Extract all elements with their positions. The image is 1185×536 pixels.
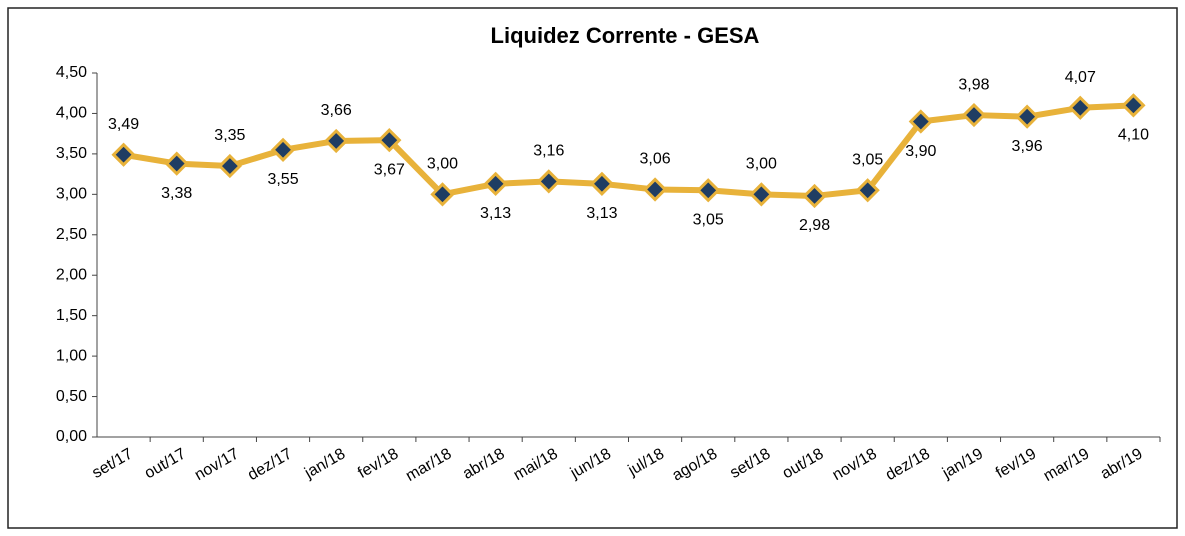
marker (324, 128, 349, 154)
marker (908, 109, 933, 134)
marker (164, 151, 189, 176)
data-label: 3,16 (533, 143, 564, 160)
data-label: 3,05 (852, 152, 883, 169)
data-label: 3,35 (214, 127, 245, 144)
y-tick-label: 1,50 (56, 307, 87, 324)
data-label: 3,13 (480, 205, 511, 222)
y-tick-label: 4,00 (56, 105, 87, 122)
data-label: 3,98 (958, 76, 989, 93)
data-label: 3,05 (693, 212, 724, 229)
data-label: 4,07 (1065, 69, 1096, 86)
marker (536, 169, 561, 194)
marker (1068, 95, 1093, 120)
marker (855, 178, 880, 203)
y-tick-label: 0,00 (56, 428, 87, 445)
marker (961, 102, 987, 128)
data-label: 3,06 (640, 151, 671, 168)
data-label: 3,96 (1012, 138, 1043, 155)
marker (217, 153, 242, 179)
data-label: 3,66 (321, 102, 352, 119)
data-label: 3,67 (374, 161, 405, 178)
data-label: 3,00 (427, 156, 458, 173)
y-tick-label: 3,50 (56, 145, 87, 162)
y-tick-label: 2,50 (56, 226, 87, 243)
chart-border (7, 7, 1178, 529)
y-tick-label: 4,50 (56, 64, 87, 81)
marker (642, 177, 668, 202)
marker (749, 182, 774, 207)
marker (802, 183, 827, 209)
marker (483, 171, 508, 196)
y-tick-label: 1,00 (56, 347, 87, 364)
marker (589, 171, 615, 196)
marker (377, 128, 402, 153)
data-label: 3,00 (746, 156, 777, 173)
data-label: 3,49 (108, 116, 139, 133)
data-label: 3,38 (161, 185, 192, 202)
data-label: 3,55 (267, 171, 298, 188)
chart-title: Liquidez Corrente - GESA (491, 23, 760, 48)
marker (1015, 104, 1040, 129)
y-tick-label: 3,00 (56, 186, 87, 203)
y-tick-label: 2,00 (56, 266, 87, 283)
data-label: 3,90 (905, 143, 936, 160)
data-label: 4,10 (1118, 127, 1149, 144)
marker (111, 142, 136, 167)
marker (270, 137, 296, 162)
marker (430, 182, 455, 207)
marker (696, 178, 721, 203)
marker (1121, 93, 1146, 118)
data-label: 2,98 (799, 217, 830, 234)
y-tick-label: 0,50 (56, 388, 87, 405)
data-label: 3,13 (586, 205, 617, 222)
